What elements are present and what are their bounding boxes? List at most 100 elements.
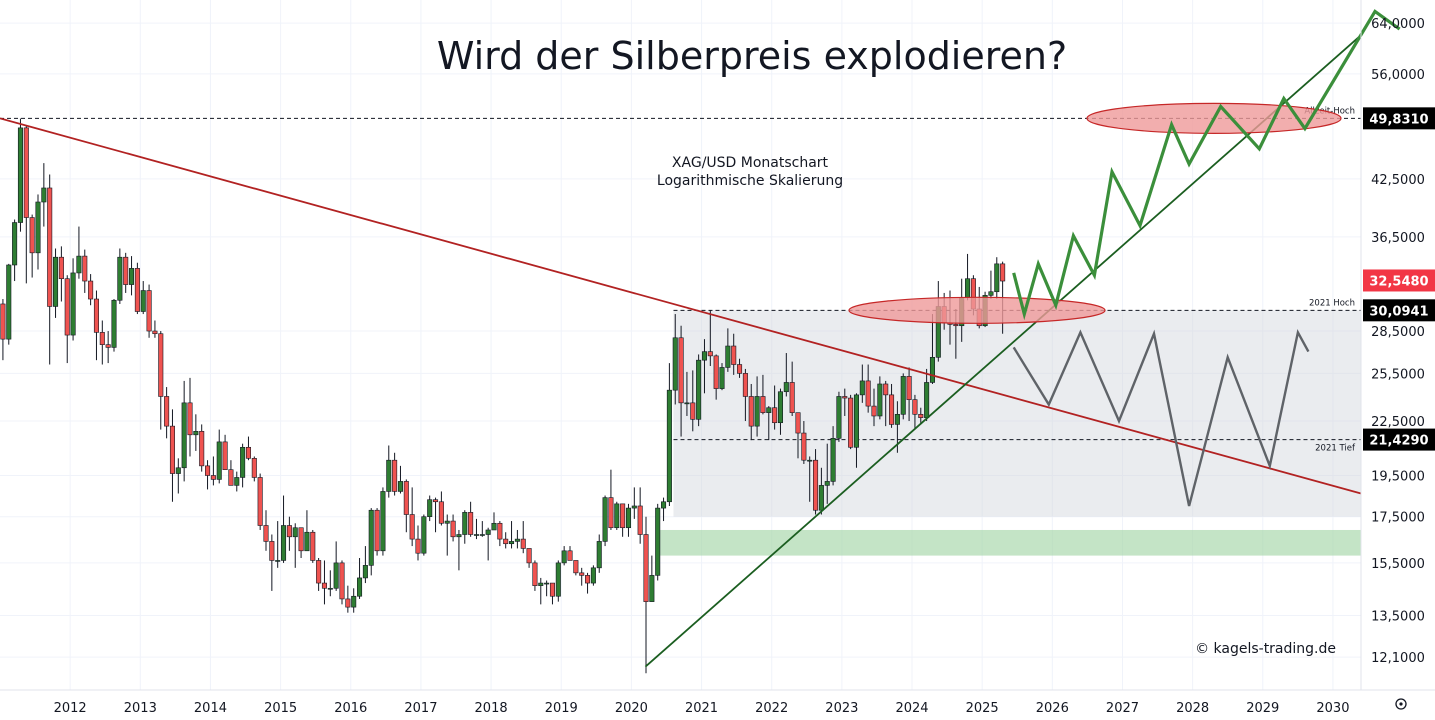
candle bbox=[41, 163, 47, 227]
candle-body bbox=[538, 582, 544, 586]
candle bbox=[865, 364, 871, 413]
candle bbox=[345, 585, 351, 613]
candle bbox=[497, 521, 503, 547]
price-tag bbox=[1363, 107, 1435, 130]
candle bbox=[801, 421, 807, 464]
candle bbox=[468, 501, 474, 537]
candle-body bbox=[245, 446, 251, 459]
candle-body bbox=[567, 550, 573, 561]
candle bbox=[199, 424, 205, 472]
x-tick-label: 2014 bbox=[194, 701, 227, 716]
candle bbox=[807, 456, 813, 502]
candle-body bbox=[485, 529, 491, 535]
candle-body bbox=[263, 525, 269, 542]
candle bbox=[859, 364, 865, 403]
candle bbox=[257, 473, 263, 530]
candle-body bbox=[199, 431, 205, 467]
candle bbox=[777, 388, 783, 435]
candle-body bbox=[222, 441, 228, 470]
candle-body bbox=[766, 407, 772, 413]
candle-body bbox=[281, 525, 287, 561]
candle bbox=[988, 270, 994, 300]
candle-body bbox=[35, 201, 41, 254]
candle bbox=[275, 521, 281, 568]
candle bbox=[614, 501, 620, 530]
candle bbox=[666, 363, 672, 506]
candle bbox=[99, 320, 105, 365]
candle bbox=[848, 394, 854, 450]
candle bbox=[140, 281, 146, 315]
trading-range-zone bbox=[673, 310, 1361, 517]
y-tick-label: 36,5000 bbox=[1371, 231, 1425, 246]
bullish-projection bbox=[1012, 9, 1401, 321]
uptrend-trendline bbox=[644, 34, 1362, 668]
candle-body bbox=[333, 562, 339, 589]
candle bbox=[900, 373, 906, 420]
x-tick-label: 2027 bbox=[1106, 701, 1139, 716]
settings-gear-icon[interactable] bbox=[1395, 698, 1407, 710]
candle-body bbox=[655, 507, 661, 576]
candle bbox=[883, 380, 889, 427]
candle-body bbox=[789, 382, 795, 413]
y-tick-label: 28,5000 bbox=[1371, 325, 1425, 340]
candle-body bbox=[748, 396, 754, 427]
candle-body bbox=[894, 414, 900, 425]
x-tick-label: 2017 bbox=[404, 701, 437, 716]
candle-body bbox=[228, 469, 234, 486]
candle bbox=[333, 541, 339, 591]
candle bbox=[684, 371, 690, 416]
candle bbox=[538, 577, 544, 605]
candle-body bbox=[883, 383, 889, 396]
candle-body bbox=[707, 351, 713, 357]
candle bbox=[351, 588, 357, 613]
y-tick-label: 12,1000 bbox=[1371, 651, 1425, 666]
candle-body bbox=[368, 509, 374, 566]
candle bbox=[737, 358, 743, 378]
candle-body bbox=[380, 491, 386, 552]
candle bbox=[649, 555, 655, 602]
candle-body bbox=[661, 501, 667, 509]
x-tick-label: 2024 bbox=[895, 701, 928, 716]
candle-body bbox=[491, 522, 497, 531]
candle bbox=[175, 458, 181, 494]
candle bbox=[514, 529, 520, 549]
candle-body bbox=[503, 538, 509, 545]
candle-body bbox=[859, 380, 865, 396]
candle bbox=[824, 443, 830, 504]
candle bbox=[748, 383, 754, 441]
candle bbox=[357, 558, 363, 599]
candle-body bbox=[304, 531, 310, 552]
y-tick-label: 22,5000 bbox=[1371, 415, 1425, 430]
candle bbox=[64, 275, 70, 364]
candle-body bbox=[462, 512, 468, 535]
x-tick-label: 2029 bbox=[1246, 701, 1279, 716]
candle bbox=[731, 333, 737, 375]
candle bbox=[245, 436, 251, 461]
candle bbox=[473, 518, 479, 540]
candle-body bbox=[719, 367, 725, 389]
range-projection bbox=[1012, 328, 1310, 507]
candle-body bbox=[514, 538, 520, 542]
candle bbox=[228, 460, 234, 486]
candle bbox=[853, 393, 859, 468]
candle bbox=[742, 368, 748, 422]
candle bbox=[625, 503, 631, 537]
candle-body bbox=[374, 509, 380, 552]
chart-subtitle-line-2: Logarithmische Skalierung bbox=[657, 173, 843, 189]
candle-body bbox=[906, 376, 912, 400]
candle-body bbox=[421, 516, 427, 554]
price-tag bbox=[1363, 428, 1435, 451]
candle bbox=[392, 452, 398, 496]
candle bbox=[111, 299, 117, 352]
candle-body bbox=[187, 402, 193, 436]
candle bbox=[485, 527, 491, 561]
candle-body bbox=[357, 577, 363, 597]
candle-body bbox=[41, 187, 47, 203]
candle-body bbox=[23, 127, 29, 218]
candle bbox=[555, 560, 561, 602]
y-tick-label: 19,5000 bbox=[1371, 470, 1425, 485]
candle bbox=[362, 546, 368, 584]
candle bbox=[532, 560, 538, 591]
candle-body bbox=[12, 222, 18, 266]
